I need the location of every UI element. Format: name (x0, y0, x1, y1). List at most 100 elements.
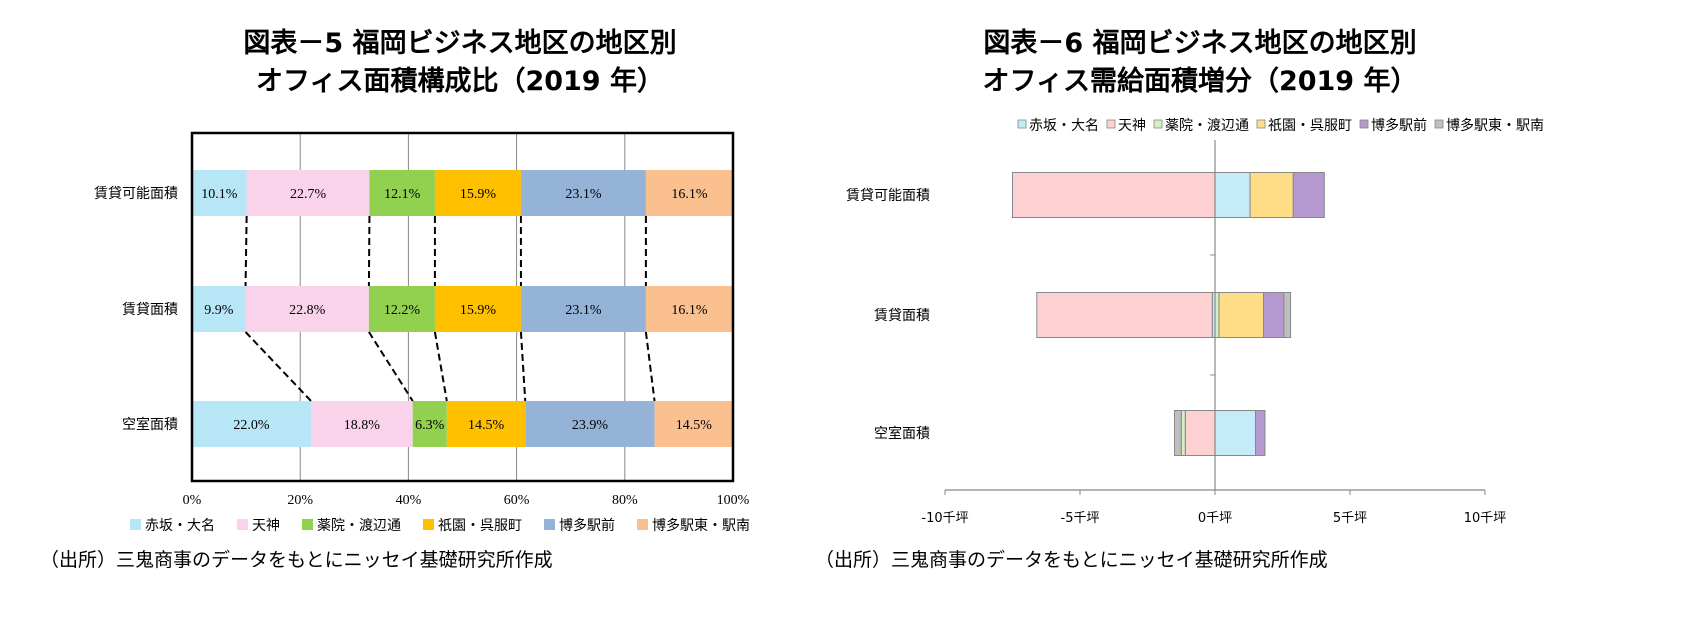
bar-segment (520, 170, 646, 216)
bar-segment (412, 401, 447, 447)
category-label: 空室面積 (122, 416, 178, 433)
legend-label: 博多駅前 (1371, 117, 1427, 134)
bar-segment (525, 401, 655, 447)
x-tick-label: 0千坪 (1198, 511, 1232, 526)
x-tick-label: 0% (183, 493, 202, 508)
legend-label: 天神 (1118, 118, 1146, 134)
legend-swatch (302, 519, 313, 530)
data-label: 14.5% (468, 418, 505, 433)
x-tick-label: -10千坪 (921, 511, 968, 526)
legend-label: 博多駅東・駅南 (1446, 117, 1544, 134)
bar-segment (1214, 292, 1220, 338)
data-label: 14.5% (676, 418, 713, 433)
data-label: 6.3% (415, 418, 445, 433)
bar-segment (1263, 292, 1285, 338)
bar-segment (368, 286, 435, 332)
legend-swatch (1017, 119, 1027, 129)
legend-swatch (423, 519, 434, 530)
connector-line (367, 215, 371, 287)
bar-segment (645, 286, 733, 332)
bar-segment (311, 401, 413, 447)
chart5-title: 図表－5 福岡ビジネス地区の地区別 オフィス面積構成比（2019 年） (100, 25, 820, 101)
data-label: 16.1% (671, 187, 708, 202)
data-label: 12.1% (384, 187, 421, 202)
plot-border (190, 131, 735, 483)
legend-label: 博多駅前 (559, 517, 615, 534)
bar-segment (192, 401, 312, 447)
bar-segment (192, 286, 246, 332)
connector-line (244, 215, 248, 287)
data-label: 16.1% (671, 303, 708, 318)
connector-line (244, 331, 312, 402)
data-label: 23.1% (565, 303, 602, 318)
x-tick-label: -5千坪 (1061, 511, 1100, 526)
x-tick-label: 100% (717, 493, 750, 508)
legend-label: 赤坂・大名 (145, 518, 215, 534)
bar-segment (1214, 410, 1256, 456)
bar-segment (1180, 410, 1186, 456)
legend-label: 薬院・渡辺通 (317, 518, 401, 534)
bar-segment (1218, 292, 1265, 338)
bar-segment (434, 286, 521, 332)
x-tick-label: 5千坪 (1333, 511, 1367, 526)
data-label: 15.9% (460, 303, 497, 318)
x-tick-label: 10千坪 (1464, 511, 1507, 526)
data-label: 22.0% (233, 418, 270, 433)
x-tick-label: 40% (396, 493, 422, 508)
legend-swatch (1106, 119, 1116, 129)
bar-segment (434, 170, 521, 216)
legend-swatch (237, 519, 248, 530)
bar-segment (654, 401, 733, 447)
chart5-source: （出所）三鬼商事のデータをもとにニッセイ基礎研究所作成 (40, 549, 553, 571)
data-label: 23.1% (565, 187, 602, 202)
chart5-title-line1: 図表－5 福岡ビジネス地区の地区別 (243, 28, 677, 59)
chart6-title: 図表－6 福岡ビジネス地区の地区別 オフィス需給面積増分（2019 年） (840, 25, 1560, 101)
chart5-title-line2: オフィス面積構成比（2019 年） (255, 66, 664, 97)
bar-segment (1174, 410, 1182, 456)
bar-segment (1249, 172, 1294, 218)
legend-swatch (1153, 119, 1163, 129)
data-label: 9.9% (204, 303, 234, 318)
legend-label: 赤坂・大名 (1029, 118, 1099, 134)
x-tick-label: 80% (612, 493, 638, 508)
bar-segment (1184, 410, 1216, 456)
x-tick-label: 60% (504, 493, 530, 508)
x-tick-label: 20% (287, 493, 313, 508)
bar-segment (1283, 292, 1292, 338)
bar-segment (1292, 172, 1325, 218)
legend-label: 天神 (252, 518, 280, 534)
bar-segment (1012, 172, 1216, 218)
connector-line (433, 331, 448, 402)
bar-segment (1255, 410, 1266, 456)
chart6-title-line1: 図表－6 福岡ビジネス地区の地区別 (983, 28, 1417, 59)
legend-label: 祇園・呉服町 (438, 518, 522, 534)
category-label: 空室面積 (874, 425, 930, 442)
bar-segment (520, 286, 646, 332)
legend-swatch (1434, 119, 1444, 129)
bar-segment (1036, 292, 1213, 338)
data-label: 22.7% (290, 187, 327, 202)
category-label: 賃貸可能面積 (846, 188, 930, 204)
chart6-source: （出所）三鬼商事のデータをもとにニッセイ基礎研究所作成 (815, 549, 1328, 571)
legend-swatch (1359, 119, 1369, 129)
bar-segment (245, 286, 369, 332)
data-label: 12.2% (384, 303, 421, 318)
legend-swatch (1256, 119, 1266, 129)
bar-segment (1214, 172, 1251, 218)
category-label: 賃貸面積 (874, 308, 930, 324)
connector-line (368, 331, 414, 402)
connector-line (519, 331, 527, 402)
bar-segment (446, 401, 526, 447)
connector-line (644, 331, 656, 402)
legend-label: 薬院・渡辺通 (1165, 118, 1249, 134)
legend-swatch (544, 519, 555, 530)
bar-segment (246, 170, 370, 216)
data-label: 23.9% (572, 418, 609, 433)
category-label: 賃貸面積 (122, 302, 178, 318)
data-label: 18.8% (344, 418, 381, 433)
data-label: 10.1% (201, 187, 238, 202)
legend-label: 祇園・呉服町 (1268, 118, 1352, 134)
chart6-title-line2: オフィス需給面積増分（2019 年） (982, 66, 1418, 97)
